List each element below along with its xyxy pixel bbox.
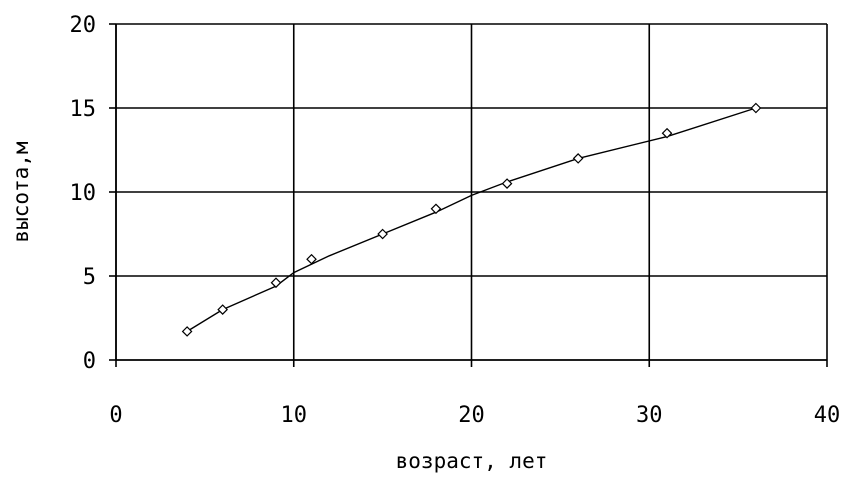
axes: [115, 24, 827, 361]
y-axis-label: высота,м: [9, 141, 33, 243]
data-point: [181, 326, 193, 337]
data-point: [501, 178, 513, 189]
y-tick-label: 0: [83, 349, 96, 374]
grid: [109, 23, 828, 367]
data-point: [306, 253, 317, 265]
data-point: [661, 127, 673, 139]
series-line: [186, 107, 757, 332]
x-tick-label: 20: [458, 403, 485, 428]
y-tick-label: 15: [70, 97, 97, 122]
x-tick-label: 30: [636, 403, 663, 428]
data-point: [572, 153, 584, 164]
y-tick-label: 20: [70, 13, 97, 38]
x-tick-label: 40: [814, 403, 841, 428]
data-point: [217, 304, 228, 315]
data-point: [430, 203, 442, 215]
x-tick-label: 0: [109, 403, 122, 428]
tick-labels: 0 5 10 15 20 0 10 20 30 40: [70, 13, 841, 428]
data-markers: [181, 102, 762, 337]
data-point: [750, 102, 762, 114]
y-tick-label: 10: [70, 181, 97, 206]
data-series: [186, 107, 757, 332]
data-point: [377, 228, 388, 240]
x-axis-label: возраст, лет: [396, 449, 548, 473]
data-point: [270, 277, 282, 289]
y-tick-label: 5: [83, 265, 96, 290]
x-tick-label: 10: [281, 403, 308, 428]
